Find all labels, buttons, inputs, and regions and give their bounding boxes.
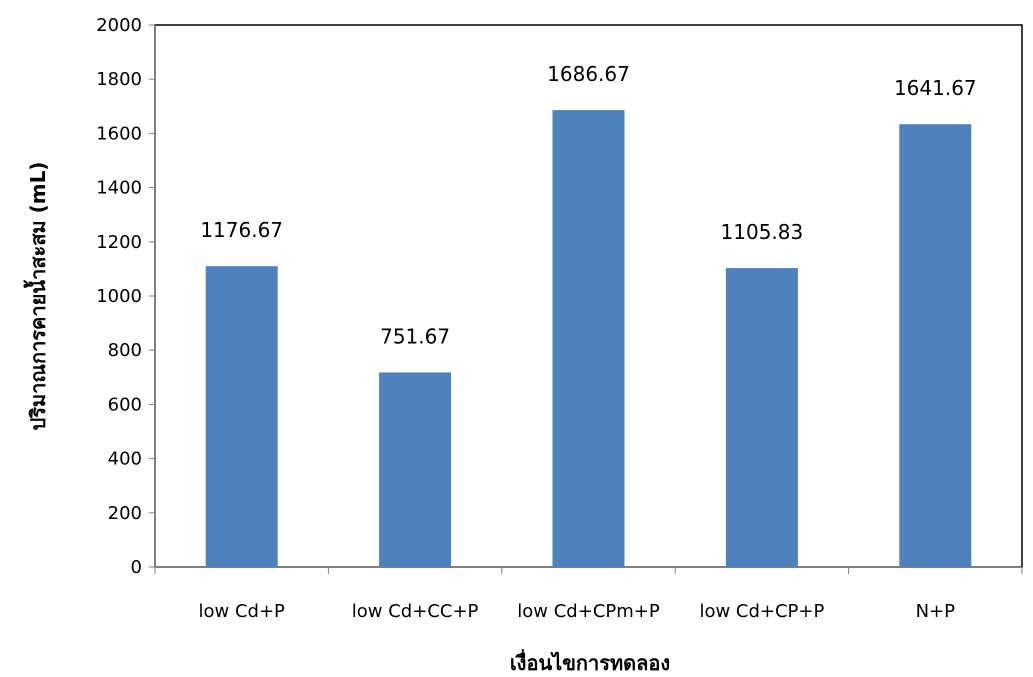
y-tick-label: 0 (131, 557, 142, 578)
y-tick-label: 1600 (96, 123, 142, 144)
bar (899, 124, 972, 567)
bars (205, 110, 972, 568)
y-axis-title: ปริมาณการคายน้ำสะสม (mL) (23, 162, 50, 431)
y-tick-label: 200 (108, 503, 142, 524)
bar (379, 372, 452, 567)
x-tick-label: N+P (916, 601, 956, 622)
data-label: 1176.67 (200, 218, 283, 242)
x-axis: low Cd+P low Cd+CC+P low Cd+CPm+P low Cd+CP… (154, 566, 1023, 622)
y-tick-label: 1000 (96, 286, 142, 307)
x-tick-label: low Cd+CP+P (699, 601, 824, 622)
data-label: 751.67 (380, 324, 450, 348)
y-axis: 0 200 400 600 800 1000 1200 1400 1600 1800 2000 (96, 15, 156, 578)
data-label: 1105.83 (721, 220, 804, 244)
bar (725, 268, 798, 567)
y-tick-label: 2000 (96, 15, 142, 36)
x-axis-title: เงื่อนไขการทดลอง (510, 648, 670, 675)
data-label: 1686.67 (547, 62, 630, 86)
x-tick-label: low Cd+CPm+P (517, 601, 660, 622)
y-tick-label: 1400 (96, 178, 142, 199)
y-tick-label: 1800 (96, 69, 142, 90)
bar (552, 110, 625, 568)
y-tick-label: 600 (108, 394, 142, 415)
bar (205, 266, 278, 567)
x-tick-label: low Cd+CC+P (352, 601, 479, 622)
y-tick-label: 1200 (96, 232, 142, 253)
y-tick-label: 400 (108, 449, 142, 470)
y-tick-label: 800 (108, 340, 142, 361)
data-labels: 1176.67 751.67 1686.67 1105.83 1641.67 (200, 62, 976, 348)
data-label: 1641.67 (894, 76, 977, 100)
x-tick-label: low Cd+P (199, 601, 286, 622)
